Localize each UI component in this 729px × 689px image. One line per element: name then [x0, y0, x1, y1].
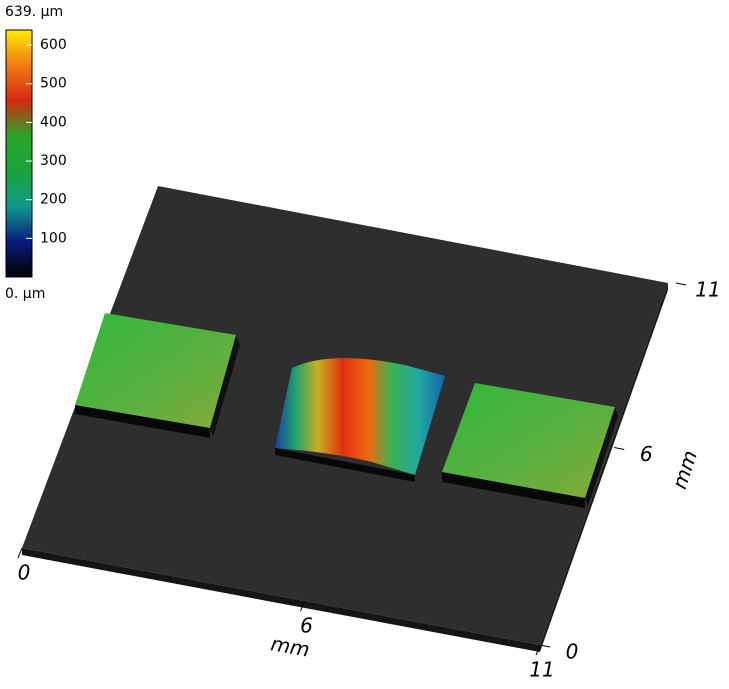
colorbar-tick-label: 200 [40, 192, 67, 208]
y-tick-label: 6 [640, 442, 653, 466]
colorbar-tick-label: 100 [40, 230, 67, 246]
x-tick-label: 6 [300, 613, 313, 637]
x-tick [535, 644, 541, 656]
colorbar-end-label: 0. µm [5, 286, 45, 302]
y-tick-label: 0 [566, 640, 579, 664]
colorbar-tick-label: 400 [40, 114, 67, 130]
pad-side [442, 472, 585, 508]
x-tick-label: 0 [18, 561, 31, 585]
x-tick [17, 547, 23, 559]
floor-edge [540, 283, 668, 652]
y-tick [539, 644, 551, 648]
colorbar-tick-label: 500 [40, 76, 67, 92]
y-tick-label: 11 [695, 278, 720, 302]
x-tick [300, 600, 306, 612]
colorbar-tick-label: 300 [40, 153, 67, 169]
colorbar [5, 29, 33, 278]
y-tick [675, 282, 687, 286]
structure-surface [275, 358, 445, 475]
pad-side [210, 335, 240, 437]
y-tick [614, 447, 625, 451]
pad-surface [75, 313, 236, 428]
y-axis-label: mm [667, 447, 702, 491]
structure-side [275, 448, 415, 482]
x-tick-label: 11 [529, 658, 554, 682]
pad-surface [442, 383, 615, 498]
colorbar-end-label: 639. µm [5, 4, 63, 20]
colorbar-tick-label: 600 [40, 37, 67, 53]
pad-side [585, 407, 618, 506]
floor-edge [22, 548, 540, 652]
pad-side [75, 405, 210, 438]
